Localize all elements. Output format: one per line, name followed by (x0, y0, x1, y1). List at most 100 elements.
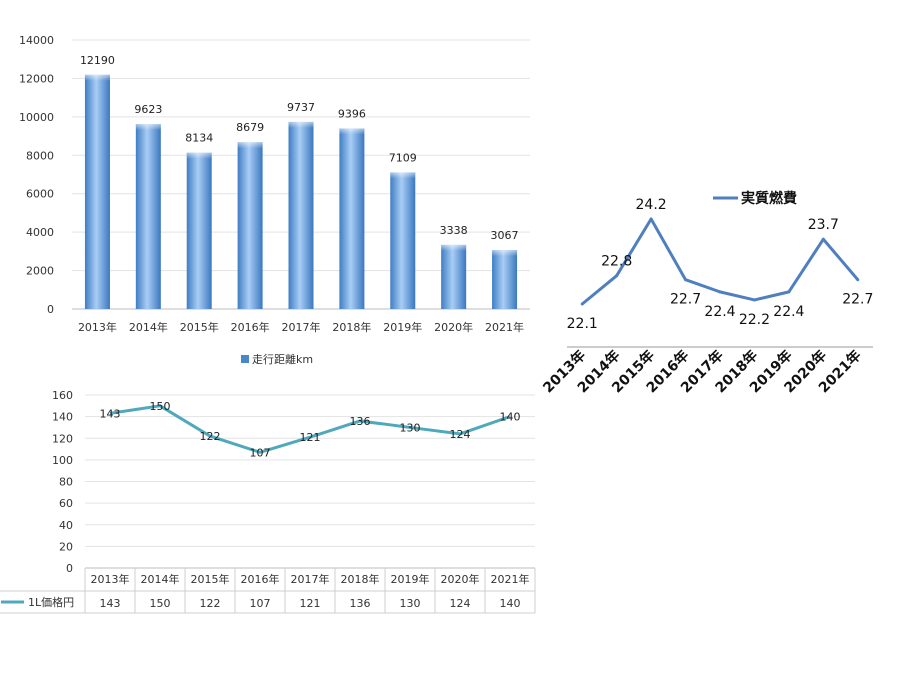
table-value-cell: 140 (500, 597, 521, 610)
fuel-point (684, 278, 688, 282)
price-y-tick-label: 20 (59, 540, 73, 553)
bar-x-tick-label: 2014年 (129, 320, 168, 334)
fuel-point (718, 290, 722, 294)
bar-x-axis-ticks: 2013年 2014年 2015年 2016年 2017年 2018年 2019年 2020年… (78, 320, 524, 334)
price-data-label: 143 (100, 407, 121, 420)
table-header-cell: 2018年 (341, 572, 380, 586)
price-data-label: 122 (200, 430, 221, 443)
price-y-tick-label: 40 (59, 519, 73, 532)
table-value-cell: 107 (250, 597, 271, 610)
fuel-point (580, 302, 584, 306)
fuel-data-label: 22.4 (704, 304, 735, 320)
bar-data-labels: 12190 9623 8134 8679 9737 9396 7109 3338 3067 (80, 54, 519, 242)
bar-data-label: 3338 (440, 224, 468, 237)
bar (492, 250, 518, 309)
table-header-cell: 2019年 (391, 572, 430, 586)
bar-y-tick-label: 14000 (19, 34, 54, 47)
table-header-cell: 2017年 (291, 572, 330, 586)
bar-x-tick-label: 2018年 (332, 320, 371, 334)
table-value-cell: 121 (300, 597, 321, 610)
fuel-point (649, 217, 653, 221)
bar (288, 121, 314, 310)
fuel-legend-label: 実質燃費 (741, 190, 797, 207)
table-value-cell: 143 (100, 597, 121, 610)
fuel-point (856, 278, 860, 282)
table-header-cell: 2015年 (191, 572, 230, 586)
bar (441, 244, 467, 309)
bar-y-axis-ticks: 0 2000 4000 6000 8000 10000 12000 14000 (19, 34, 54, 316)
price-y-tick-label: 0 (66, 562, 73, 575)
table-value-cell: 122 (200, 597, 221, 610)
bar-highlight (288, 121, 314, 128)
table-header-cell: 2014年 (141, 572, 180, 586)
table-value-cell: 150 (150, 597, 171, 610)
price-data-label: 107 (250, 446, 271, 459)
bar-y-tick-label: 12000 (19, 72, 54, 85)
price-data-label: 130 (400, 421, 421, 434)
fuel-data-label: 24.2 (636, 197, 667, 213)
bar-legend-label: 走行距離km (252, 352, 313, 366)
price-data-label: 136 (350, 415, 371, 428)
fuel-point (752, 298, 756, 302)
bar-x-tick-label: 2017年 (282, 320, 321, 334)
bar-x-tick-label: 2013年 (78, 320, 117, 334)
fuel-data-labels: 22.122.824.222.722.422.222.423.722.7 (567, 197, 874, 332)
bar-series (84, 74, 518, 310)
bar-y-tick-label: 6000 (26, 188, 54, 201)
bar-chart-distance: 0 2000 4000 6000 8000 10000 12000 14000 12190 96… (19, 34, 530, 366)
price-data-table: 2013年 143 2014年 150 2015年 122 2016年 107 2017年 121… (0, 568, 536, 614)
price-gridlines (85, 394, 535, 569)
table-value-cell: 136 (350, 597, 371, 610)
fuel-data-label: 22.1 (567, 316, 598, 332)
price-data-label: 140 (500, 411, 521, 424)
bar-data-label: 7109 (389, 151, 417, 164)
fuel-series (580, 217, 860, 306)
fuel-point (787, 290, 791, 294)
bar-data-label: 12190 (80, 54, 115, 67)
fuel-point (615, 274, 619, 278)
table-header-cell: 2021年 (491, 572, 530, 586)
bar-data-label: 3067 (491, 229, 519, 242)
table-header-cell: 2020年 (441, 572, 480, 586)
price-y-tick-label: 80 (59, 476, 73, 489)
fuel-x-axis-ticks: 2013年2014年2015年2016年2017年2018年2019年2020年… (540, 347, 865, 396)
bar-x-tick-label: 2020年 (434, 320, 473, 334)
line-chart-fuel-efficiency: 実質燃費 22.122.824.222.722.422.222.423.722.… (540, 190, 874, 396)
bar-x-tick-label: 2019年 (383, 320, 422, 334)
bar (135, 124, 161, 310)
fuel-legend: 実質燃費 (713, 190, 797, 207)
line-chart-price: 0 20 40 60 80 100 120 140 160 143 150 122 107 121 136… (0, 389, 536, 614)
price-data-label: 121 (300, 431, 321, 444)
bar (186, 152, 212, 309)
price-data-labels: 143 150 122 107 121 136 130 124 140 (100, 400, 521, 459)
table-header-cell: 2013年 (91, 572, 130, 586)
fuel-data-label: 22.7 (670, 292, 701, 308)
price-y-tick-label: 140 (52, 411, 73, 424)
bar-y-tick-label: 10000 (19, 111, 54, 124)
bar-data-label: 9737 (287, 101, 315, 114)
bar-highlight (390, 172, 416, 179)
bar-highlight (135, 124, 161, 131)
bar-y-tick-label: 2000 (26, 265, 54, 278)
bar (237, 142, 263, 309)
bar (390, 172, 416, 309)
bar-x-tick-label: 2016年 (231, 320, 270, 334)
bar-legend: 走行距離km (241, 352, 313, 366)
bar (84, 74, 110, 309)
price-y-tick-label: 160 (52, 389, 73, 402)
price-data-label: 150 (150, 400, 171, 413)
fuel-data-label: 22.8 (601, 254, 632, 270)
bar-highlight (441, 244, 467, 251)
table-legend-label: 1L価格円 (28, 595, 74, 609)
bar-legend-swatch (241, 355, 249, 363)
bar-x-tick-label: 2021年 (485, 320, 524, 334)
bar-highlight (186, 152, 212, 159)
price-line (109, 404, 511, 454)
bar (339, 128, 365, 309)
fuel-data-label: 23.7 (808, 217, 839, 233)
bar-highlight (339, 128, 365, 135)
fuel-data-label: 22.2 (739, 312, 770, 328)
bar-y-tick-label: 0 (47, 303, 54, 316)
table-header-cell: 2016年 (241, 572, 280, 586)
fuel-data-label: 22.7 (842, 292, 873, 308)
